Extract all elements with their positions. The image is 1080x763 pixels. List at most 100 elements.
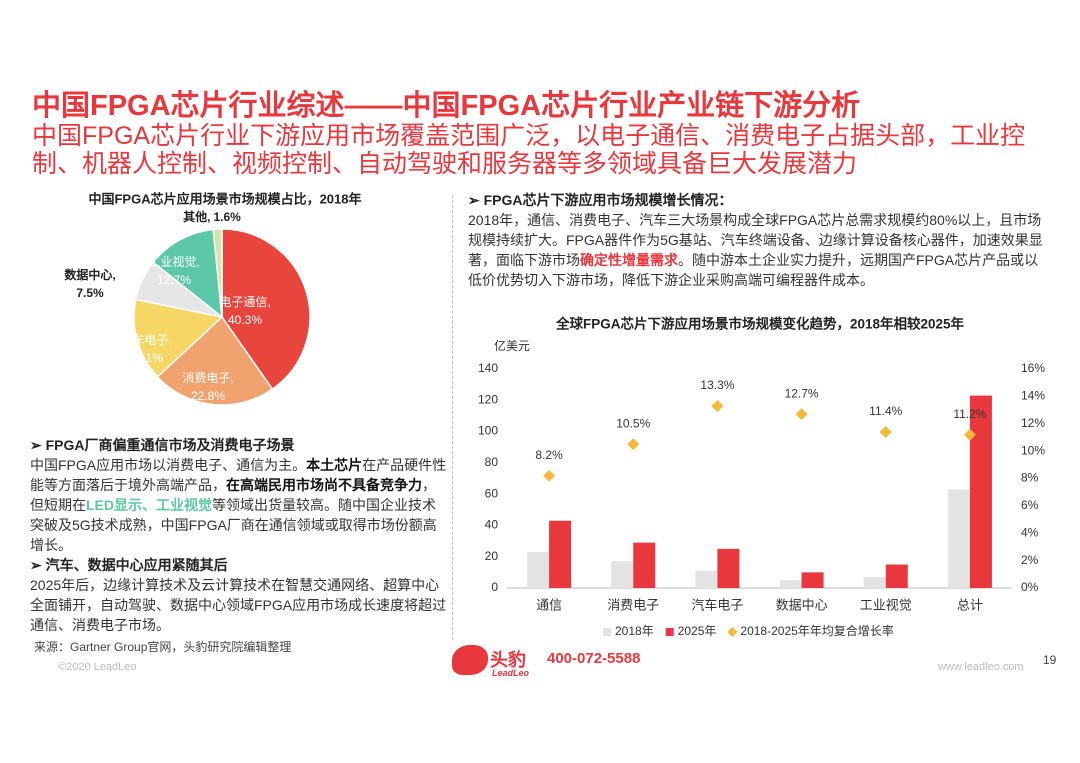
y2-tick-label: 4%: [1021, 525, 1039, 539]
data-label: 11.2%: [953, 407, 986, 421]
x-tick-label: 消费电子: [607, 597, 659, 612]
legend-marker: [665, 628, 674, 636]
chart-title: 全球FPGA芯片下游应用场景市场规模变化趋势，2018年相较2025年: [555, 316, 965, 332]
bar: [885, 564, 908, 588]
value-label: 1.6%: [213, 210, 241, 224]
x-tick-label: 数据中心: [776, 597, 828, 612]
category-label: 电子通信,: [219, 295, 270, 309]
x-tick-label: 总计: [957, 597, 983, 612]
pie-label: 其他, 1.6%: [183, 209, 241, 224]
bar: [633, 542, 656, 588]
y2-tick-label: 8%: [1021, 471, 1039, 485]
y2-tick-label: 16%: [1021, 361, 1045, 375]
run: 确定性增量需求: [580, 252, 678, 268]
y-tick-label: 20: [485, 549, 499, 563]
legend-marker: [603, 628, 611, 636]
bar: [779, 580, 802, 588]
run: 在产品硬件性能等方面落后于境外高端产品，: [30, 457, 447, 493]
y2-tick-label: 6%: [1021, 498, 1039, 512]
category-label: 工业视觉,: [148, 254, 199, 269]
marker: [711, 399, 724, 412]
bar: [863, 577, 886, 588]
y-tick-label: 120: [478, 392, 498, 406]
y-tick-label: 140: [478, 361, 498, 375]
bar: [717, 548, 740, 588]
value-label: 12.7%: [157, 273, 191, 287]
category-label: 汽车电子,: [120, 332, 171, 347]
x-tick-label: 工业视觉: [860, 597, 912, 612]
heading: FPGA厂商偏重通信市场及消费电子场景: [30, 435, 448, 455]
paragraph: 中国FPGA应用市场以消费电子、通信为主。本土芯片在产品硬件性能等方面落后于境外…: [30, 455, 448, 555]
bar: [527, 552, 550, 588]
bar: [947, 489, 970, 588]
bar: [549, 520, 572, 588]
run: 。随中游本土企业实力提升，远期国产FPGA芯片产品或以低价优势切入下游市场，降低…: [468, 252, 1039, 288]
marker: [627, 438, 640, 451]
y-tick-label: 0: [491, 580, 498, 594]
page-number: 19: [1043, 653, 1057, 667]
y2-tick-label: 10%: [1021, 443, 1045, 457]
right-text: FPGA芯片下游应用市场规模增长情况： 2018年，通信、消费电子、汽车三大场景…: [468, 190, 1050, 290]
bar: [801, 572, 824, 588]
value-label: 7.5%: [76, 286, 104, 300]
run: ，但短期在: [30, 477, 436, 513]
x-tick-label: 通信: [536, 597, 562, 612]
marker: [543, 469, 556, 482]
run: 中国FPGA应用市场以消费电子、通信为主。: [30, 457, 307, 473]
y-tick-label: 80: [485, 455, 499, 469]
y-axis-label: 亿美元: [494, 338, 530, 353]
logo-sub: LeadLeo: [492, 668, 530, 678]
heading: 汽车、数据中心应用紧随其后: [30, 555, 448, 575]
divider: [452, 195, 453, 640]
marker: [795, 408, 808, 421]
y2-tick-label: 14%: [1021, 389, 1045, 403]
pie-slice: [221, 228, 311, 391]
pie-slice: [152, 228, 223, 319]
y2-tick-label: 12%: [1021, 416, 1045, 430]
logo-name: 头豹: [490, 650, 526, 670]
category-label: 其他,: [183, 209, 210, 224]
y-tick-label: 100: [478, 424, 498, 438]
category-label: 消费电子,: [182, 371, 233, 385]
paragraph: 2018年，通信、消费电子、汽车三大场景构成全球FPGA芯片总需求规模约80%以…: [468, 210, 1050, 290]
title: 中国FPGA芯片行业综述——中国FPGA芯片行业产业链下游分析: [32, 90, 861, 122]
legend-marker: [727, 627, 738, 637]
x-tick-label: 汽车电子: [691, 597, 743, 612]
run: 在高端民用市场尚不具备竞争力: [226, 477, 422, 493]
y2-tick-label: 2%: [1021, 553, 1039, 567]
run: 2018年，通信、消费电子、汽车三大场景构成全球FPGA芯片总需求规模约80%以…: [468, 212, 1043, 268]
marker: [879, 425, 892, 438]
legend-label: 2018-2025年年均复合增长率: [740, 623, 893, 638]
run: LED显示、工业视觉: [86, 497, 212, 513]
y-tick-label: 40: [485, 518, 499, 532]
bar: [611, 561, 634, 588]
legend-label: 2018年: [615, 624, 654, 638]
logo-icon: [452, 645, 488, 675]
paragraph: 2025年后，边缘计算技术及云计算技术在智慧交通网络、超算中心全面铺开，自动驾驶…: [30, 577, 447, 633]
y2-tick-label: 0%: [1021, 580, 1039, 594]
left-text: FPGA厂商偏重通信市场及消费电子场景 中国FPGA应用市场以消费电子、通信为主…: [30, 435, 448, 635]
y-tick-label: 60: [485, 486, 499, 500]
marker: [963, 428, 976, 441]
value-label: 40.3%: [228, 313, 262, 327]
copyright: ©2020 LeadLeo: [58, 661, 137, 673]
data-label: 10.5%: [616, 416, 650, 430]
pie-title: 中国FPGA芯片应用场景市场规模占比，2018年: [88, 191, 361, 206]
run: 本土芯片: [306, 457, 363, 473]
data-label: 12.7%: [785, 386, 819, 400]
heading: FPGA芯片下游应用市场规模增长情况：: [468, 190, 1050, 210]
subtitle: 中国FPGA芯片行业下游应用市场覆盖范围广泛，以电子通信、消费电子占据头部，工业…: [32, 122, 1026, 178]
data-label: 11.4%: [869, 404, 902, 418]
pie-slice: [212, 228, 223, 318]
category-label: 数据中心,: [64, 267, 115, 282]
bar: [695, 570, 718, 588]
bar: [969, 395, 992, 588]
source: 来源：Gartner Group官网，头豹研究院编辑整理: [34, 640, 292, 654]
pie-slice: [156, 315, 274, 406]
value-label: 22.8%: [191, 389, 225, 403]
website: www.leadleo.com: [938, 661, 1024, 673]
data-label: 8.2%: [535, 448, 563, 462]
run: 等领域出货量较高。随中国企业技术突破及5G技术成熟，中国FPGA厂商在通信领域或…: [30, 497, 437, 553]
